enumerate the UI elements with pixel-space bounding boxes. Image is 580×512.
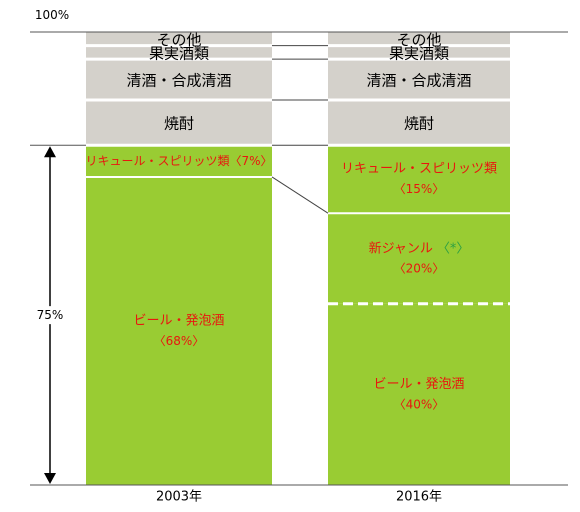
bar-segment-2016-5 — [328, 45, 510, 60]
bar-2003: ビール・発泡酒〈68%〉 リキュール・スピリッツ類〈7%〉 焼酎 清酒・合成清酒果実酒… — [85, 31, 272, 505]
bar-segment-2003-1 — [86, 145, 272, 177]
segment-label: リキュール・スピリッツ類〈7%〉 — [85, 154, 272, 168]
bar-segment-2016-2 — [328, 145, 510, 214]
segment-label: ビール・発泡酒 — [373, 377, 464, 392]
bar-2016: ビール・発泡酒〈40%〉 新ジャンル 〈*〉〈20%〉 リキュール・スピリッツ類〈15… — [328, 31, 510, 505]
bar-segment-2016-1 — [328, 213, 510, 304]
range-percent-label: 75% — [37, 308, 64, 322]
bar-segment-2016-3 — [328, 99, 510, 146]
segment-pct-label: 〈20%〉 — [394, 262, 445, 276]
segment-label: リキュール・スピリッツ類 — [341, 162, 497, 177]
segment-label: 果実酒類 — [149, 44, 209, 62]
bar-segment-2003-2 — [86, 99, 272, 146]
range-label-bg — [34, 306, 66, 325]
segment-label: 清酒・合成清酒 — [126, 72, 231, 90]
bar-segment-2003-0 — [86, 176, 272, 485]
connector-line — [271, 176, 329, 214]
x-tick-label: 2016年 — [396, 490, 442, 505]
segment-pct-label: 〈68%〉 — [154, 334, 205, 348]
axis-annotations: 100% 75% — [30, 8, 568, 486]
segment-label: その他 — [396, 31, 441, 49]
bar-segment-2016-4 — [328, 59, 510, 100]
range-arrow-down — [44, 473, 56, 484]
connector-lines — [271, 45, 329, 214]
segment-label: 清酒・合成清酒 — [366, 72, 471, 90]
bar-segment-2003-4 — [86, 45, 272, 60]
bar-segment-2016-0 — [328, 303, 510, 485]
segment-pct-label: 〈40%〉 — [394, 397, 445, 411]
range-arrow-up — [44, 146, 56, 158]
segment-pct-label: 〈15%〉 — [394, 182, 445, 196]
segment-label: 焼酎 — [164, 115, 194, 133]
bar-segment-2003-5 — [86, 32, 272, 46]
bar-segment-2016-6 — [328, 32, 510, 46]
segment-label: 新ジャンル 〈*〉 — [369, 240, 470, 256]
segment-label: 果実酒類 — [389, 44, 449, 62]
segment-label: その他 — [156, 31, 201, 49]
top-percent-label: 100% — [35, 8, 69, 22]
segment-label: ビール・発泡酒 — [133, 313, 224, 328]
bar-segment-2003-3 — [86, 59, 272, 100]
x-tick-label: 2003年 — [156, 490, 202, 505]
segment-label: 焼酎 — [404, 115, 434, 133]
